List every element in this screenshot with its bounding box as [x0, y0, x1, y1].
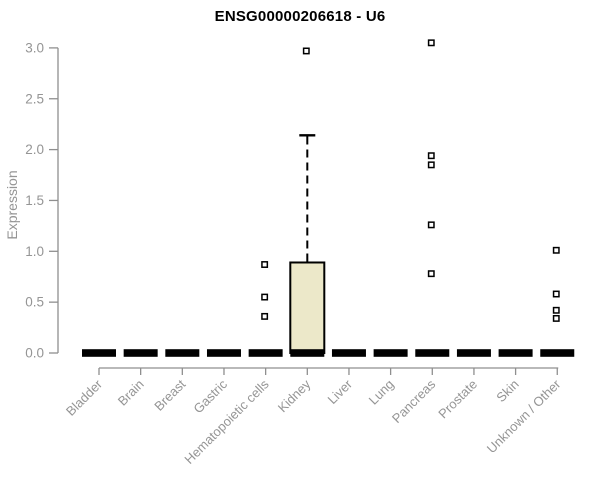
- y-tick-label-2.5: 2.5: [25, 91, 44, 106]
- median-bar-bladder: [82, 349, 116, 357]
- median-bar-skin: [498, 349, 533, 357]
- y-tick-label-3.0: 3.0: [25, 40, 44, 55]
- x-tick-label-bladder: Bladder: [63, 376, 106, 419]
- x-tick-label-prostate: Prostate: [435, 377, 480, 422]
- y-tick-label-1.0: 1.0: [25, 244, 44, 259]
- outlier-point-pancreas: [427, 161, 435, 169]
- x-tick-label-gastric: Gastric: [190, 376, 230, 416]
- median-bar-liver: [331, 349, 366, 357]
- outlier-point-unknown-other: [552, 314, 560, 322]
- median-bar-lung: [373, 349, 408, 357]
- outlier-point-kidney: [302, 47, 310, 55]
- outlier-point-pancreas: [427, 39, 435, 47]
- y-tick-label-1.5: 1.5: [25, 193, 44, 208]
- median-bar-brain: [123, 349, 158, 357]
- median-bar-prostate: [456, 349, 491, 357]
- outlier-point-unknown-other: [552, 246, 560, 254]
- outlier-point-hematopoietic-cells: [261, 261, 269, 268]
- median-bar-breast: [165, 349, 200, 357]
- x-tick-label-pancreas: Pancreas: [389, 376, 439, 426]
- x-tick-label-breast: Breast: [151, 376, 188, 413]
- x-tick-label-liver: Liver: [325, 376, 356, 407]
- y-axis-title: Expression: [4, 170, 20, 239]
- outlier-point-pancreas: [427, 221, 435, 229]
- outlier-point-pancreas: [427, 152, 435, 160]
- x-tick-label-kidney: Kidney: [275, 376, 314, 415]
- outlier-point-pancreas: [427, 270, 435, 278]
- y-tick-label-0.0: 0.0: [25, 346, 44, 361]
- median-bar-unknown-other: [540, 349, 575, 357]
- y-tick-label-2.0: 2.0: [25, 142, 44, 157]
- median-bar-hematopoietic-cells: [248, 349, 283, 357]
- median-bar-kidney: [290, 349, 325, 357]
- box-kidney: [289, 261, 326, 354]
- x-tick-label-lung: Lung: [366, 377, 397, 408]
- outlier-point-hematopoietic-cells: [261, 293, 269, 301]
- outlier-point-hematopoietic-cells: [261, 312, 269, 320]
- chart-title: ENSG00000206618 - U6: [214, 8, 386, 25]
- outlier-point-unknown-other: [552, 306, 560, 314]
- median-bar-pancreas: [415, 349, 450, 357]
- x-tick-label-brain: Brain: [115, 377, 147, 409]
- outlier-point-unknown-other: [552, 290, 560, 298]
- x-tick-label-skin: Skin: [493, 377, 521, 405]
- y-tick-label-0.5: 0.5: [25, 295, 44, 310]
- median-bar-gastric: [206, 349, 241, 357]
- x-tick-label-unknown-other: Unknown / Other: [484, 376, 564, 456]
